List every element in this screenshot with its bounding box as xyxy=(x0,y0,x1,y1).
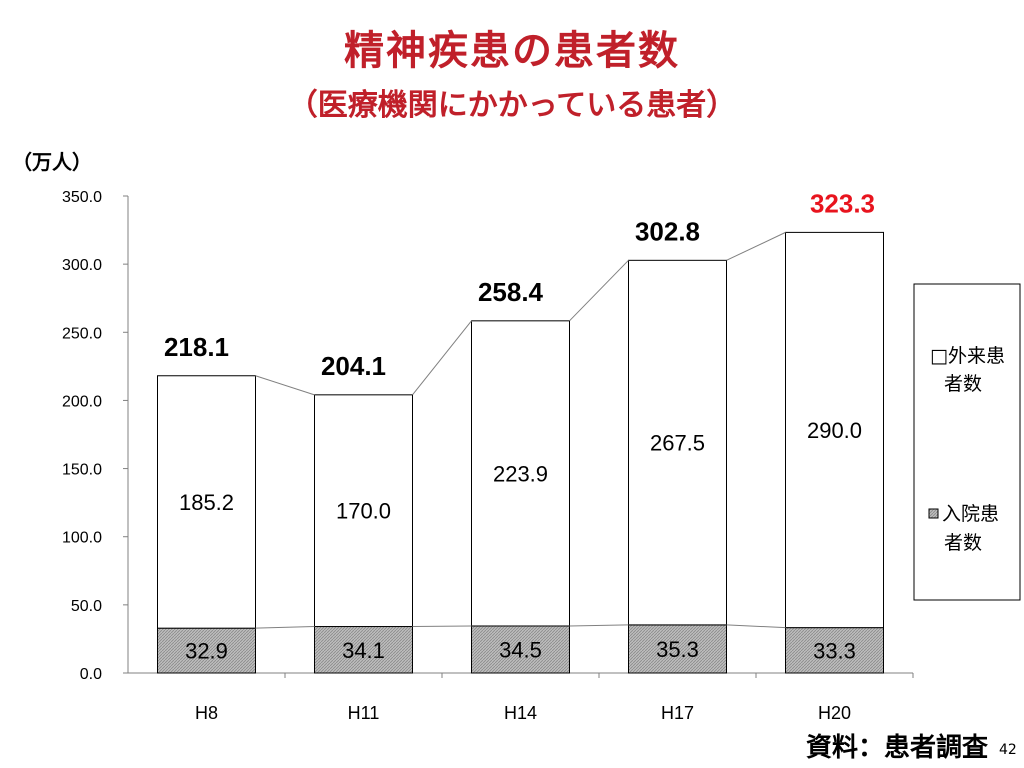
total-label: 204.1 xyxy=(321,351,386,381)
data-label-inpatient: 35.3 xyxy=(656,637,699,662)
series-connector-outpatient xyxy=(412,320,472,396)
data-label-outpatient: 185.2 xyxy=(179,490,234,515)
chart-title: 精神疾患の患者数 xyxy=(344,28,680,74)
y-tick-label: 150.0 xyxy=(62,462,102,479)
y-tick-label: 300.0 xyxy=(62,257,102,274)
y-tick-label: 0.0 xyxy=(80,666,102,683)
data-label-outpatient: 267.5 xyxy=(650,431,705,456)
data-label-inpatient: 32.9 xyxy=(185,639,228,664)
series-connector-outpatient xyxy=(726,231,786,261)
bar-outpatient xyxy=(471,320,570,627)
bar-outpatient xyxy=(628,259,727,626)
series-connector-inpatient xyxy=(412,625,472,628)
series-connector-outpatient xyxy=(569,259,629,322)
bar-outpatient xyxy=(785,231,884,629)
legend-box xyxy=(913,283,1021,601)
legend-label-inpatient-line2: 者数 xyxy=(944,532,982,554)
bar-inpatient xyxy=(785,627,884,674)
data-label-inpatient: 33.3 xyxy=(813,638,856,663)
x-tick-label: H11 xyxy=(348,703,380,723)
legend-label-inpatient: 入院患 xyxy=(942,503,999,525)
series-connector-inpatient xyxy=(726,624,786,629)
series-connector-inpatient xyxy=(255,626,315,629)
data-label-inpatient: 34.5 xyxy=(499,637,542,662)
y-tick-label: 100.0 xyxy=(62,530,102,547)
y-axis-unit-label: （万人） xyxy=(12,150,92,174)
x-tick-label: H14 xyxy=(504,703,537,723)
y-tick-label: 200.0 xyxy=(62,393,102,410)
y-tick-label: 250.0 xyxy=(62,325,102,342)
y-tick-label: 350.0 xyxy=(62,189,102,206)
bar-inpatient xyxy=(471,625,570,674)
total-label: 258.4 xyxy=(478,277,544,307)
legend-label-outpatient-line2: 者数 xyxy=(944,373,982,395)
series-connector-inpatient xyxy=(569,624,629,627)
series-connector-outpatient xyxy=(255,375,315,396)
y-tick-label: 50.0 xyxy=(71,598,102,615)
source-note: 資料：患者調査 xyxy=(806,733,989,763)
data-label-outpatient: 290.0 xyxy=(807,418,862,443)
data-label-outpatient: 223.9 xyxy=(493,461,548,486)
bar-inpatient xyxy=(157,627,256,674)
total-label: 323.3 xyxy=(810,188,875,218)
bar-outpatient xyxy=(314,394,413,628)
page-number: 42 xyxy=(999,742,1017,758)
x-tick-label: H8 xyxy=(195,703,218,723)
data-label-inpatient: 34.1 xyxy=(342,638,385,663)
total-label: 302.8 xyxy=(635,216,700,246)
total-label: 218.1 xyxy=(164,332,229,362)
data-label-outpatient: 170.0 xyxy=(336,499,391,524)
chart-subtitle: （医療機関にかかっている患者） xyxy=(287,88,737,123)
x-tick-label: H20 xyxy=(818,703,851,723)
x-tick-label: H17 xyxy=(661,703,694,723)
bar-outpatient xyxy=(157,375,256,629)
legend-swatch-inpatient xyxy=(928,508,939,519)
legend-label-outpatient: □外来患 xyxy=(930,345,1005,367)
bar-inpatient xyxy=(628,624,727,674)
